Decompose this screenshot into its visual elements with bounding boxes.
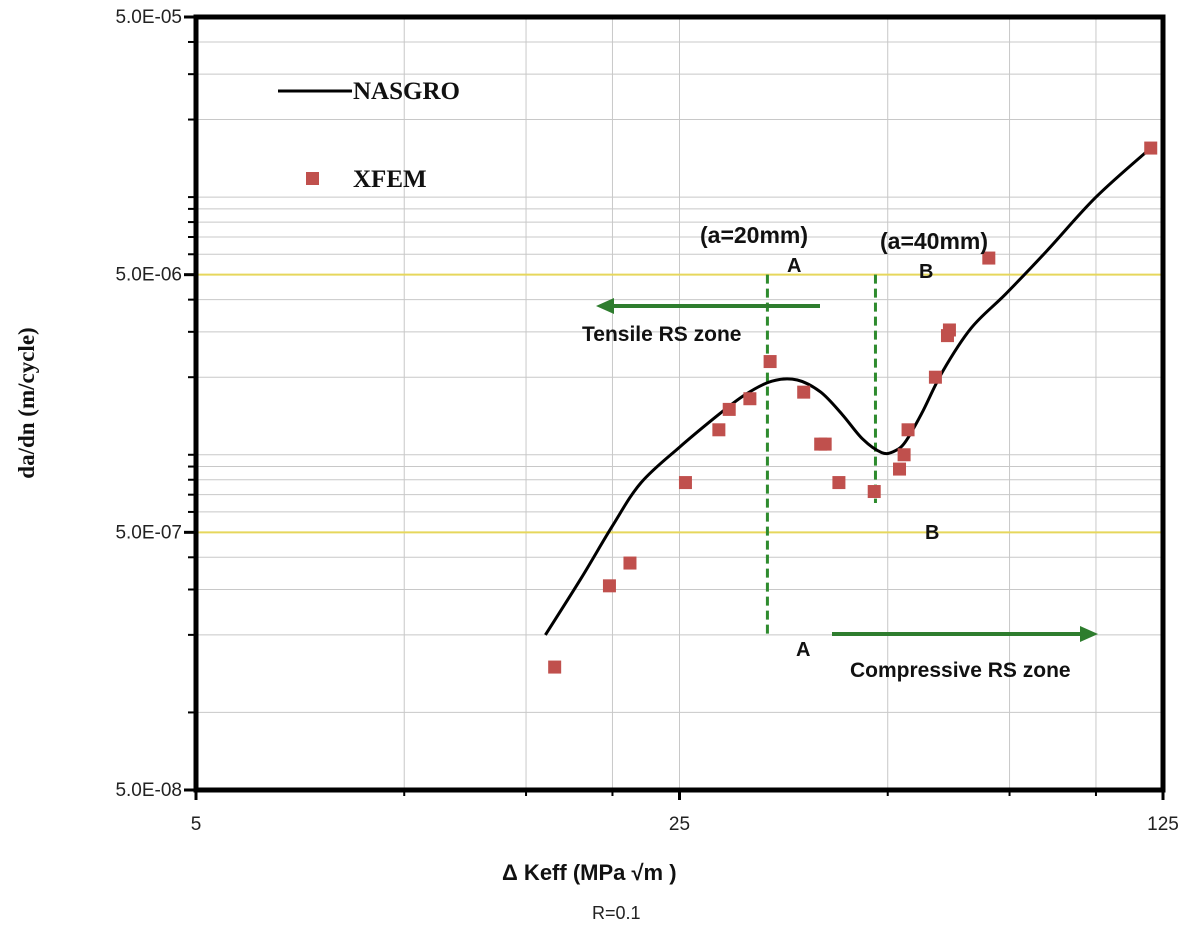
x-axis-subtitle: R=0.1 xyxy=(592,903,641,923)
x-axis-title: Δ Keff (MPa √m ) xyxy=(502,860,677,885)
tensile-zone-arrow xyxy=(596,298,820,314)
marker-a-bottom-label: A xyxy=(796,639,810,661)
xfem-point xyxy=(832,476,846,490)
tensile-zone-label: Tensile RS zone xyxy=(582,323,741,346)
y-tick-label: 5.0E-07 xyxy=(115,522,182,543)
y-tick-label: 5.0E-06 xyxy=(115,265,182,286)
legend-xfem-swatch xyxy=(306,172,319,185)
xfem-point xyxy=(743,392,757,406)
xfem-point xyxy=(942,323,956,337)
axis-tick-labels: 5.0E-08 5.0E-07 5.0E-06 5.0E-05 5 25 125 xyxy=(115,7,1178,835)
xfem-point xyxy=(623,556,637,570)
x-tick-label: 5 xyxy=(191,814,202,835)
xfem-point xyxy=(763,355,777,369)
y-tick-label: 5.0E-08 xyxy=(115,780,182,801)
x-tick-label: 125 xyxy=(1147,814,1179,835)
xfem-point xyxy=(602,579,616,593)
xfem-point xyxy=(928,370,942,384)
axis-ticks xyxy=(184,15,1165,800)
xfem-point xyxy=(797,385,811,399)
xfem-point xyxy=(722,402,736,416)
xfem-point xyxy=(867,485,881,499)
xfem-series-points xyxy=(548,141,1158,674)
marker-b-crack-length: (a=40mm) xyxy=(880,228,988,254)
y-tick-label: 5.0E-05 xyxy=(115,7,182,28)
xfem-point xyxy=(712,423,726,437)
xfem-point xyxy=(897,448,911,462)
legend-xfem-label: XFEM xyxy=(353,166,427,193)
legend: NASGRO XFEM xyxy=(278,78,460,193)
reference-lines xyxy=(196,273,1163,534)
xfem-point xyxy=(982,251,996,265)
marker-a-top-label: A xyxy=(787,255,801,277)
marker-b-bottom-label: B xyxy=(925,522,939,544)
nasgro-series-line xyxy=(544,146,1152,636)
xfem-point xyxy=(1144,141,1158,155)
compressive-zone-label: Compressive RS zone xyxy=(850,659,1071,682)
x-tick-label: 25 xyxy=(669,814,690,835)
xfem-point xyxy=(548,660,562,674)
xfem-point xyxy=(678,476,692,490)
marker-lines xyxy=(765,274,877,635)
xfem-point xyxy=(893,462,907,476)
marker-b-top-label: B xyxy=(919,261,933,283)
xfem-point xyxy=(818,437,832,451)
xfem-point xyxy=(901,423,915,437)
compressive-zone-arrow xyxy=(832,626,1098,642)
y-axis-title: da/dn (m/cycle) xyxy=(14,327,39,478)
legend-nasgro-label: NASGRO xyxy=(353,78,460,105)
marker-a-crack-length: (a=20mm) xyxy=(700,222,808,248)
